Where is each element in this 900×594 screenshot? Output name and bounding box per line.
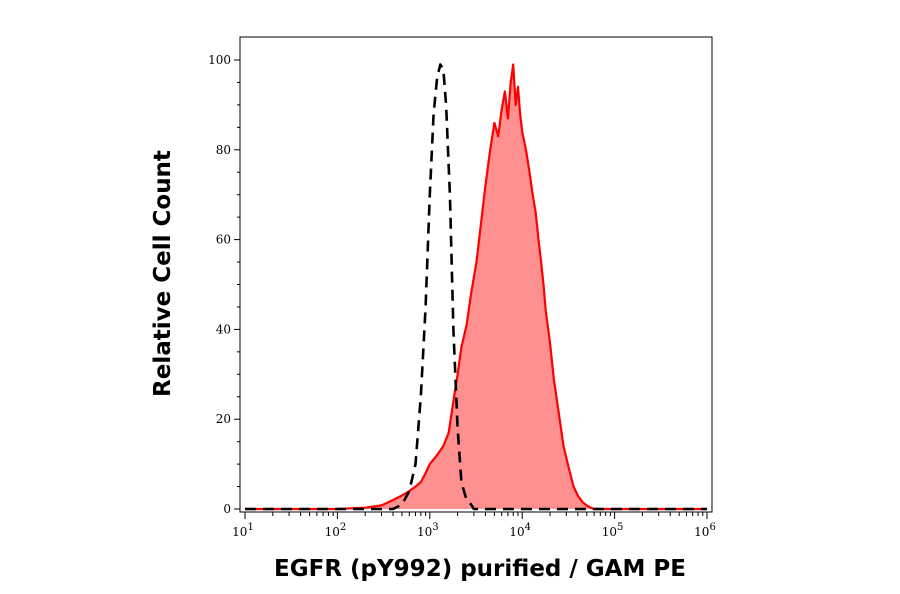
x-tick-label: 106 xyxy=(694,522,716,539)
y-tick-label: 80 xyxy=(216,143,231,157)
plot-frame xyxy=(239,36,713,513)
y-tick-label: 20 xyxy=(216,412,231,426)
x-tick-label: 105 xyxy=(602,522,624,539)
y-tick-label: 40 xyxy=(216,322,231,336)
x-tick-label: 102 xyxy=(325,522,347,539)
x-tick-label: 104 xyxy=(509,522,531,539)
plot-layer xyxy=(245,63,707,511)
control-series-line xyxy=(245,63,707,511)
stained-series-line xyxy=(245,63,707,511)
ticks-layer: 0 20 40 60 80 100 101 102 103 104 105 106 xyxy=(208,53,716,539)
series-fill-area xyxy=(245,64,707,509)
y-tick-label: 60 xyxy=(216,233,231,247)
x-axis-title: EGFR (pY992) purified / GAM PE xyxy=(274,556,686,582)
x-tick-label: 103 xyxy=(417,522,439,539)
x-tick-label: 101 xyxy=(232,522,254,539)
y-tick-label: 0 xyxy=(223,502,231,516)
y-axis-title: Relative Cell Count xyxy=(150,150,176,397)
y-tick-label: 100 xyxy=(208,53,231,67)
